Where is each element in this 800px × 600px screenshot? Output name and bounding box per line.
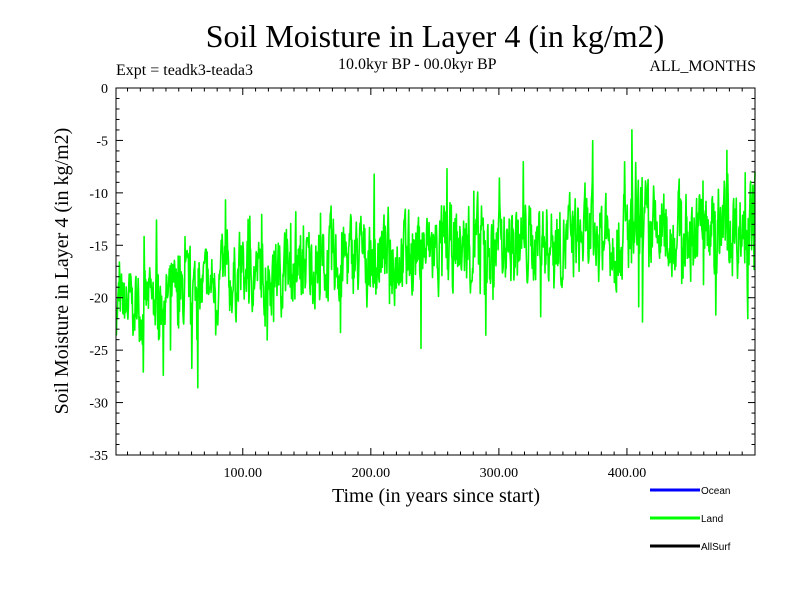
y-tick-label: -20 <box>89 292 108 307</box>
months-label: ALL_MONTHS <box>649 58 756 75</box>
x-tick-label: 300.00 <box>480 466 519 481</box>
legend: Ocean Land AllSurf <box>650 486 731 553</box>
y-axis: 0 -5 -10 -15 -20 -25 -30 -35 <box>89 82 755 464</box>
plot-frame <box>115 87 756 456</box>
land-series-line <box>115 129 756 389</box>
experiment-label: Expt = teadk3-teada3 <box>116 62 253 79</box>
legend-ocean-label: Ocean <box>701 486 730 497</box>
y-tick-label: -5 <box>96 134 108 149</box>
y-tick-label: -10 <box>89 187 108 202</box>
legend-allsurf-label: AllSurf <box>701 542 731 553</box>
chart-title: Soil Moisture in Layer 4 (in kg/m2) <box>205 18 665 54</box>
y-tick-label: -15 <box>89 239 108 254</box>
x-tick-label: 200.00 <box>352 466 391 481</box>
plot-area <box>115 129 756 389</box>
y-tick-label: -35 <box>89 449 108 464</box>
y-tick-label: -30 <box>89 397 108 412</box>
x-tick-label: 400.00 <box>608 466 647 481</box>
x-axis-label: Time (in years since start) <box>332 485 540 507</box>
y-tick-label: -25 <box>89 344 108 359</box>
y-tick-label: 0 <box>101 82 108 97</box>
legend-land-label: Land <box>701 514 723 525</box>
x-tick-label: 100.00 <box>224 466 263 481</box>
period-label: 10.0kyr BP - 00.0kyr BP <box>338 56 497 73</box>
x-axis: 100.00 200.00 300.00 400.00 <box>127 88 743 481</box>
y-axis-label: Soil Moisture in Layer 4 (in kg/m2) <box>51 128 73 415</box>
